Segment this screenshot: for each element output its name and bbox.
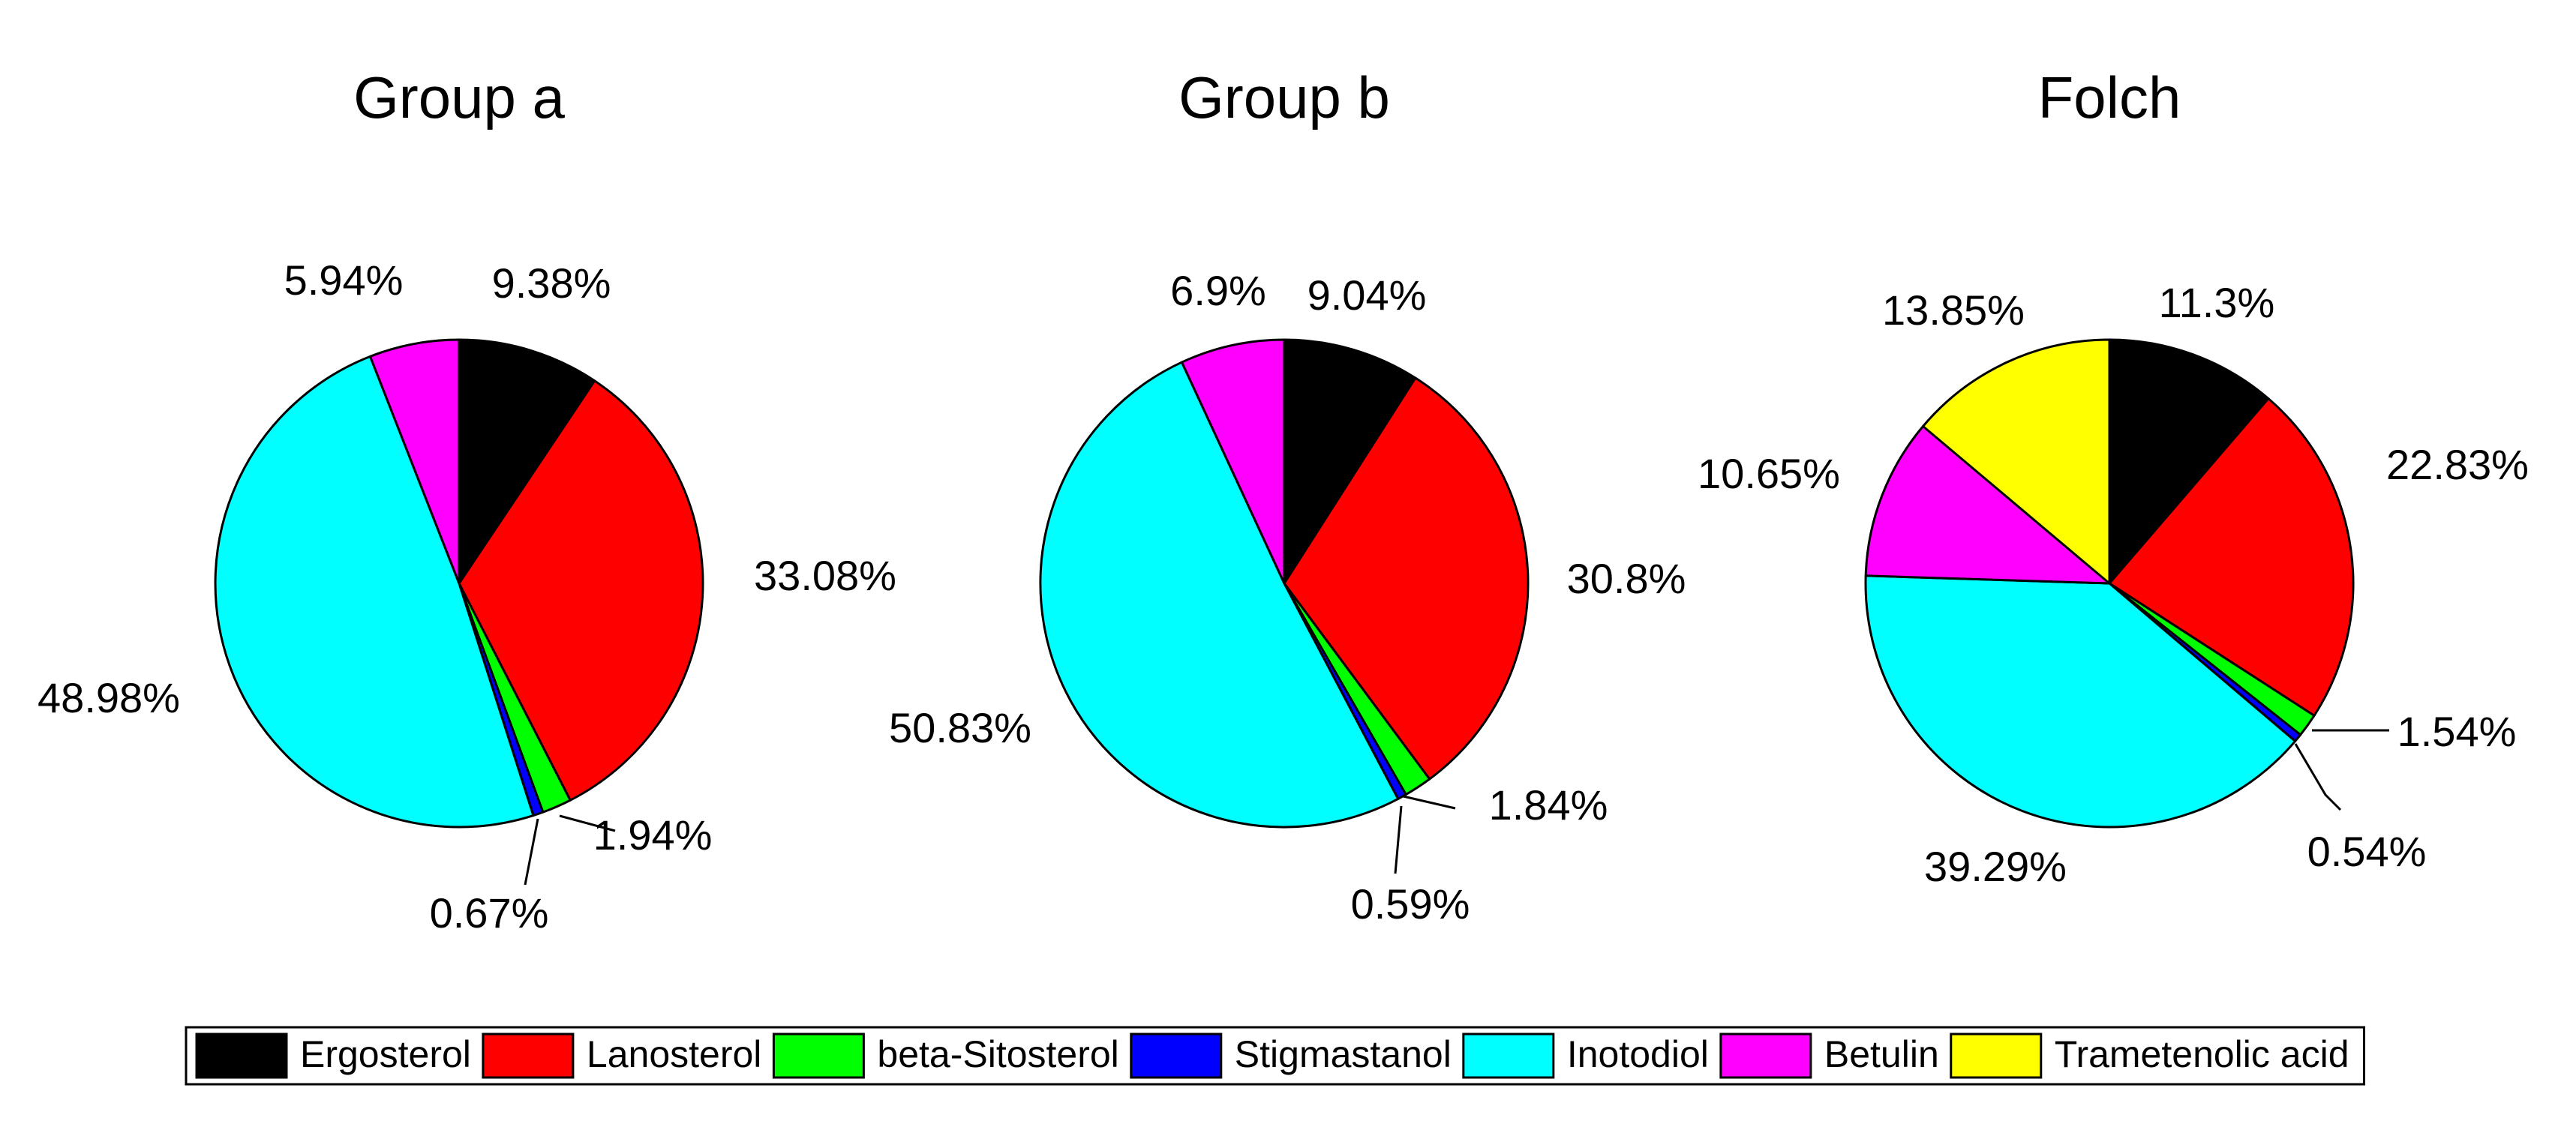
chart-title: Group b bbox=[1178, 64, 1390, 130]
data-label: 9.38% bbox=[492, 259, 611, 307]
pie-slice-ergosterol bbox=[1283, 338, 1417, 585]
legend-label: beta-Sitosterol bbox=[877, 1033, 1118, 1075]
data-label: 6.9% bbox=[1170, 267, 1266, 314]
pie-slice-ergosterol bbox=[458, 338, 596, 585]
legend-swatch bbox=[195, 1033, 288, 1079]
data-label: 10.65% bbox=[1698, 450, 1840, 497]
pie-slice-ergosterol bbox=[2108, 338, 2270, 585]
pie-slice-inotodiol bbox=[1864, 574, 2297, 829]
legend-item: beta-Sitosterol bbox=[772, 1033, 1119, 1079]
legend-item: Lanosterol bbox=[482, 1033, 762, 1079]
legend-item: Stigmastanol bbox=[1130, 1033, 1452, 1079]
legend-label: Ergosterol bbox=[300, 1033, 471, 1075]
data-label: 1.84% bbox=[1489, 781, 1608, 829]
legend-item: Betulin bbox=[1719, 1033, 1939, 1079]
data-label: 9.04% bbox=[1308, 271, 1427, 319]
data-label: 22.83% bbox=[2386, 441, 2529, 488]
legend-item: Trametenolic acid bbox=[1950, 1033, 2349, 1079]
legend-label: Trametenolic acid bbox=[2055, 1033, 2349, 1075]
legend-item: Ergosterol bbox=[195, 1033, 471, 1079]
legend-swatch bbox=[1130, 1033, 1223, 1079]
pie-chart-2: Folch 11.3% 22.83% 1.54% 0.54% 39.29% 10.65% 13… bbox=[1698, 64, 2529, 890]
pie-slice-inotodiol bbox=[1039, 361, 1400, 829]
data-label: 1.94% bbox=[593, 811, 713, 859]
data-label: 48.98% bbox=[38, 674, 180, 721]
pie-slice-inotodiol bbox=[214, 355, 535, 829]
data-label: 0.59% bbox=[1351, 880, 1470, 928]
pie-slice-betulin bbox=[1864, 424, 2111, 585]
pie-slice-lanosterol bbox=[2108, 397, 2355, 717]
data-label: 1.54% bbox=[2397, 708, 2517, 755]
leader-line bbox=[524, 818, 539, 886]
data-label: 50.83% bbox=[889, 704, 1031, 751]
data-label: 0.67% bbox=[430, 889, 549, 937]
legend-swatch bbox=[1950, 1033, 2043, 1079]
legend-item: Inotodiol bbox=[1462, 1033, 1709, 1079]
pie-chart-0: Group a 9.38% 33.08% 1.94% 0.67% 48.98% 5.94% bbox=[38, 64, 896, 937]
pie-chart-1: Group b 9.04% 30.8% 1.84% 0.59% 50.83% 6.9% bbox=[889, 64, 1686, 928]
legend-label: Betulin bbox=[1824, 1033, 1939, 1075]
legend-label: Lanosterol bbox=[587, 1033, 762, 1075]
data-label: 39.29% bbox=[1924, 843, 2067, 890]
legend-swatch bbox=[772, 1033, 865, 1079]
pie-slice-lanosterol bbox=[1283, 376, 1530, 781]
legend-swatch bbox=[1462, 1033, 1555, 1079]
pie-slice-betulin bbox=[368, 338, 461, 585]
data-label: 33.08% bbox=[754, 552, 896, 599]
legend-label: Stigmastanol bbox=[1235, 1033, 1452, 1075]
pie-slice-trametenolic-acid bbox=[1922, 338, 2111, 585]
legend: Ergosterol Lanosterol beta-Sitosterol Stigm… bbox=[185, 1026, 2366, 1086]
leader-line bbox=[559, 814, 616, 832]
data-label: 11.3% bbox=[2159, 279, 2275, 326]
data-label: 5.94% bbox=[284, 256, 404, 304]
legend-swatch bbox=[482, 1033, 575, 1079]
chart-title: Folch bbox=[2038, 64, 2181, 130]
chart-title: Group a bbox=[353, 64, 565, 130]
pie-slice-lanosterol bbox=[458, 379, 704, 802]
data-label: 30.8% bbox=[1567, 555, 1686, 602]
leader-line bbox=[1394, 805, 1403, 874]
leader-line bbox=[1396, 793, 1456, 810]
pie-slice-betulin bbox=[1180, 338, 1286, 585]
legend-frame bbox=[185, 1026, 2366, 1086]
legend-swatch bbox=[1719, 1033, 1812, 1079]
data-label: 13.85% bbox=[1882, 286, 2025, 334]
legend-label: Inotodiol bbox=[1567, 1033, 1709, 1075]
leader-line bbox=[2294, 743, 2342, 811]
data-label: 0.54% bbox=[2307, 828, 2427, 875]
